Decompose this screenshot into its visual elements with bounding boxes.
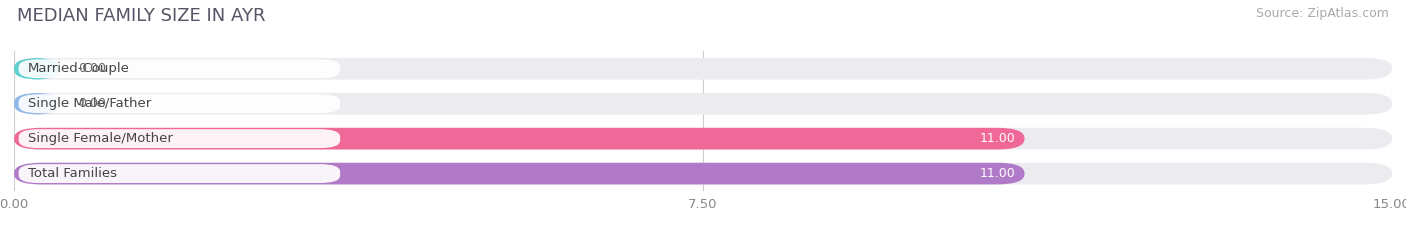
FancyBboxPatch shape	[18, 164, 340, 183]
FancyBboxPatch shape	[18, 59, 340, 78]
FancyBboxPatch shape	[14, 163, 1392, 185]
FancyBboxPatch shape	[14, 58, 1392, 80]
Text: Single Male/Father: Single Male/Father	[28, 97, 150, 110]
Text: Source: ZipAtlas.com: Source: ZipAtlas.com	[1256, 7, 1389, 20]
FancyBboxPatch shape	[18, 129, 340, 148]
Text: 11.00: 11.00	[980, 132, 1015, 145]
Text: Single Female/Mother: Single Female/Mother	[28, 132, 173, 145]
FancyBboxPatch shape	[18, 94, 340, 113]
Text: MEDIAN FAMILY SIZE IN AYR: MEDIAN FAMILY SIZE IN AYR	[17, 7, 266, 25]
Text: 0.00: 0.00	[79, 97, 107, 110]
FancyBboxPatch shape	[14, 128, 1392, 150]
Text: Total Families: Total Families	[28, 167, 117, 180]
Text: 11.00: 11.00	[980, 167, 1015, 180]
Text: 0.00: 0.00	[79, 62, 107, 75]
FancyBboxPatch shape	[14, 163, 1025, 185]
FancyBboxPatch shape	[14, 58, 60, 80]
FancyBboxPatch shape	[14, 93, 60, 115]
Text: Married-Couple: Married-Couple	[28, 62, 129, 75]
FancyBboxPatch shape	[14, 93, 1392, 115]
FancyBboxPatch shape	[14, 128, 1025, 150]
